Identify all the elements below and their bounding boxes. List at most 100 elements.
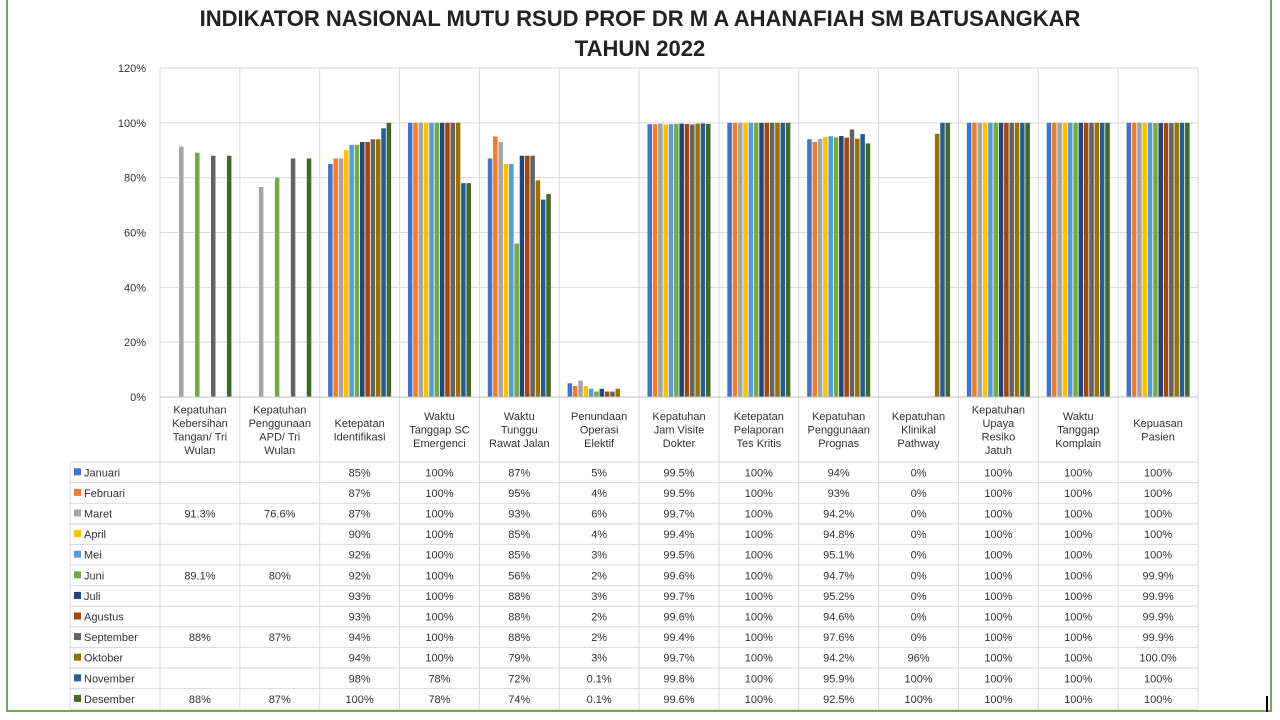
data-table-cell: 100% <box>425 509 453 521</box>
legend-key-februari <box>74 488 81 496</box>
data-table-cell: 87% <box>349 488 371 500</box>
category-label: Jatuh <box>985 445 1012 457</box>
bar-desember <box>865 143 871 397</box>
bar-maret <box>977 122 983 397</box>
bar-desember <box>785 122 791 397</box>
data-table-cell: 100% <box>425 632 453 644</box>
data-table-cell: 80% <box>269 570 291 582</box>
data-table-cell: 100% <box>984 550 1012 562</box>
data-table-cell: 88% <box>508 591 530 603</box>
legend-key-oktober <box>74 653 81 661</box>
data-table-cell: 100% <box>1064 653 1092 665</box>
data-table-cell: 100% <box>984 509 1012 521</box>
bar-september <box>1009 122 1014 397</box>
bar-juni <box>354 144 360 397</box>
category-label: APD/ Tri <box>259 431 300 443</box>
data-table-cell: 100% <box>745 591 773 603</box>
data-table-cell: 0.1% <box>587 694 612 706</box>
data-table-cell: 0% <box>911 488 927 500</box>
bar-april <box>1062 122 1068 397</box>
bar-agustus <box>684 123 690 398</box>
data-table-cell: 93% <box>828 488 850 500</box>
data-table-cell: 93% <box>508 509 530 521</box>
data-table-cell: 100% <box>745 467 773 479</box>
data-table-cell: 95.1% <box>823 550 854 562</box>
data-table-cell: 3% <box>591 550 607 562</box>
data-table-cell: 91.3% <box>184 509 215 521</box>
bar-juni <box>674 123 679 398</box>
bar-mei <box>509 163 514 397</box>
data-table-cell: 2% <box>591 570 607 582</box>
data-table-cell: 72% <box>508 673 530 685</box>
category-label: Emergenci <box>413 438 466 450</box>
bar-april <box>743 122 748 397</box>
bar-april <box>344 150 349 397</box>
data-table-cell: 2% <box>591 612 607 624</box>
data-table-cell: 85% <box>508 529 530 541</box>
bar-oktober <box>455 122 461 397</box>
category-label: Pasien <box>1141 431 1175 443</box>
data-table-cell: 100% <box>425 529 453 541</box>
data-table-cell: 93% <box>349 591 371 603</box>
category-label: Jam Visite <box>654 425 705 437</box>
category-label: Ketepatan <box>335 418 385 430</box>
data-table-cell: 99.7% <box>663 591 694 603</box>
bar-agustus <box>604 391 610 397</box>
bar-juni <box>514 243 519 397</box>
data-table-cell: 100% <box>425 488 453 500</box>
bar-februari <box>972 122 977 397</box>
bar-mei <box>1147 122 1153 397</box>
bar-oktober <box>615 388 621 397</box>
bar-april <box>1142 122 1148 397</box>
category-label: Penggunaan <box>249 418 311 430</box>
bar-agustus <box>1083 122 1089 397</box>
bar-agustus <box>844 137 849 397</box>
category-label: Waktu <box>504 411 535 423</box>
data-table-cell: 99.4% <box>663 632 694 644</box>
legend-label: November <box>84 673 135 685</box>
legend-key-agustus <box>74 612 81 620</box>
y-tick-label: 80% <box>124 173 146 185</box>
bar-november <box>1099 122 1105 397</box>
bar-februari <box>413 122 418 397</box>
bar-juni <box>594 391 599 397</box>
bar-agustus <box>445 122 450 397</box>
data-table-cell: 100% <box>984 570 1012 582</box>
data-table-cell: 94% <box>349 653 371 665</box>
bar-juli <box>998 122 1004 397</box>
data-table-cell: 93% <box>349 612 371 624</box>
text-cursor <box>1266 696 1268 712</box>
bar-mei <box>748 122 754 397</box>
bar-juni <box>1153 123 1158 398</box>
data-table-cell: 100% <box>984 488 1012 500</box>
category-label: Ketepatan <box>734 411 784 423</box>
data-table-cell: 100% <box>984 591 1012 603</box>
bar-september <box>769 122 775 397</box>
bar-september <box>1169 123 1174 398</box>
bar-juli <box>360 142 365 397</box>
legend-key-juni <box>74 571 81 579</box>
data-table-cell: 3% <box>591 653 607 665</box>
data-table-cell: 100% <box>984 673 1012 685</box>
legend-key-april <box>74 530 81 538</box>
data-table-cell: 99.5% <box>663 467 694 479</box>
bar-mei <box>429 122 434 397</box>
data-table-cell: 100% <box>745 488 773 500</box>
bar-maret <box>418 122 424 397</box>
category-label: Wulan <box>184 445 215 457</box>
data-table-cell: 94% <box>828 467 850 479</box>
category-label: Prognas <box>818 438 859 450</box>
bar-desember <box>546 194 551 397</box>
legend-label: Juli <box>84 591 101 603</box>
bar-april <box>423 122 429 397</box>
bar-februari <box>493 136 498 397</box>
data-table-cell: 87% <box>269 632 291 644</box>
category-label: Pelaporan <box>734 425 784 437</box>
bar-juni <box>1073 122 1078 397</box>
data-table-cell: 100% <box>425 570 453 582</box>
category-label: Kebersihan <box>172 418 228 430</box>
data-table-cell: 100% <box>745 653 773 665</box>
legend-key-november <box>74 674 81 682</box>
bar-desember <box>226 155 232 397</box>
bar-juli <box>519 155 525 397</box>
